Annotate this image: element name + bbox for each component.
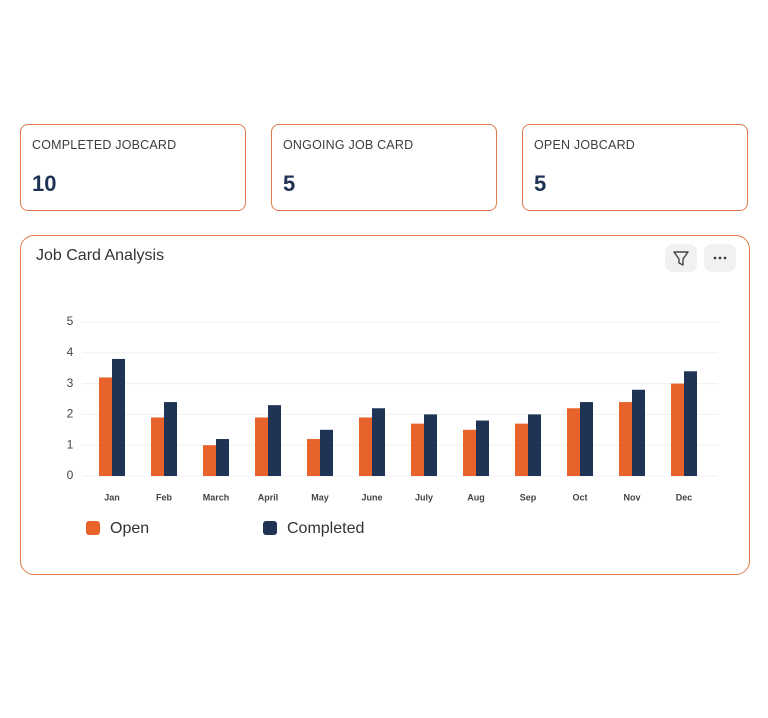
kpi-card: OPEN JOBCARD 5 bbox=[522, 124, 748, 211]
filter-button[interactable] bbox=[665, 244, 697, 272]
more-icon bbox=[713, 256, 727, 260]
kpi-value: 5 bbox=[534, 171, 547, 196]
kpi-label: OPEN JOBCARD bbox=[534, 138, 636, 152]
kpi-card: ONGOING JOB CARD 5 bbox=[271, 124, 497, 211]
kpi-value: 5 bbox=[283, 171, 296, 196]
more-button[interactable] bbox=[704, 244, 736, 272]
kpi-value: 10 bbox=[32, 171, 57, 196]
kpi-card: COMPLETED JOBCARD 10 bbox=[20, 124, 246, 211]
kpi-label: ONGOING JOB CARD bbox=[283, 138, 414, 152]
chart-panel bbox=[20, 235, 750, 575]
filter-icon bbox=[673, 251, 689, 266]
kpi-label: COMPLETED JOBCARD bbox=[32, 138, 177, 152]
